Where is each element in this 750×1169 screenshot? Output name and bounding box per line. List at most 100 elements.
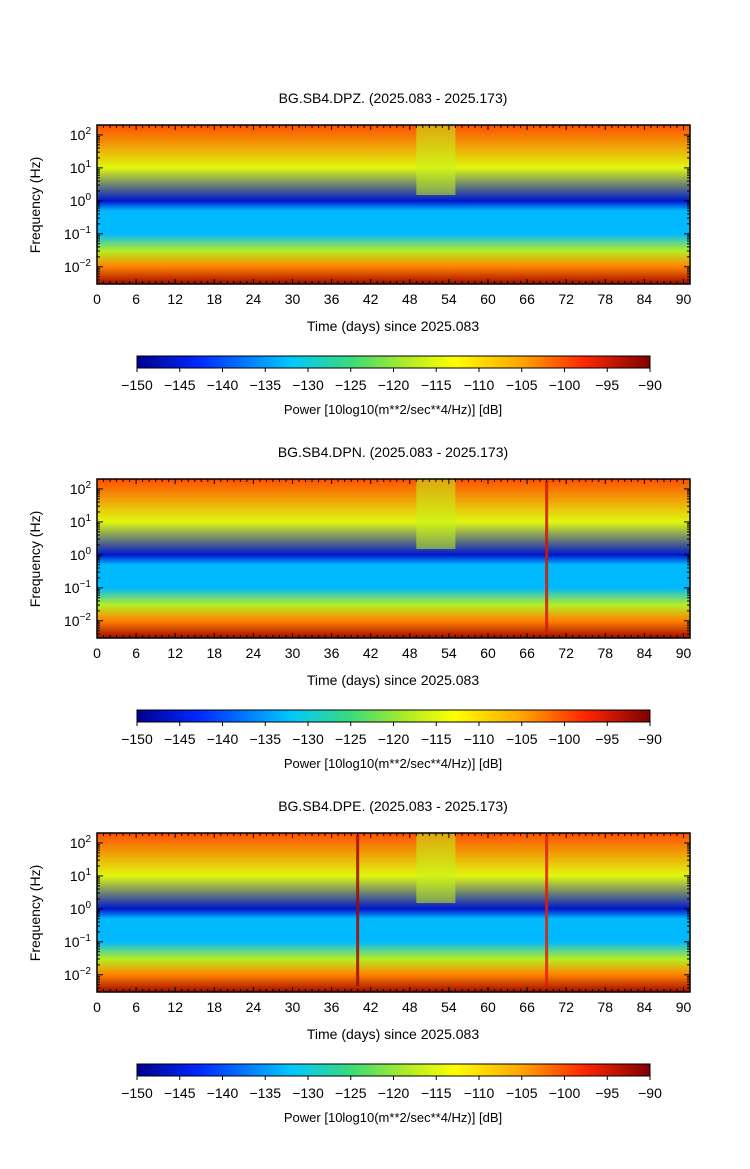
x-axis: 0 6 12 18 24 30 36 42 48 54 60 66 72 78 84 90 — [93, 833, 691, 1015]
y-axis-label: Frequency (Hz) — [27, 865, 43, 961]
x-tick-label: 60 — [480, 645, 496, 661]
panel-title: BG.SB4.DPZ. (2025.083 - 2025.173) — [279, 90, 508, 106]
y-tick-label: 101 — [70, 867, 92, 884]
x-tick-label: 0 — [93, 999, 101, 1015]
x-tick-label: 24 — [246, 291, 262, 307]
x-tick-label: 78 — [597, 999, 613, 1015]
x-tick-label: 72 — [558, 999, 574, 1015]
x-tick-label: 18 — [207, 645, 223, 661]
colorbar-tick-label: −125 — [335, 1085, 367, 1101]
x-tick-label: 0 — [93, 291, 101, 307]
x-tick-label: 24 — [246, 999, 262, 1015]
x-tick-label: 84 — [637, 999, 653, 1015]
x-tick-label: 90 — [676, 999, 692, 1015]
y-axis: 102 101 100 10−1 10−2 — [64, 478, 690, 639]
colorbar-tick-label: −95 — [595, 377, 619, 393]
y-tick-label: 10−1 — [64, 225, 91, 242]
y-tick-label: 10−1 — [64, 933, 91, 950]
x-tick-label: 18 — [207, 291, 223, 307]
colorbar-tick-label: −140 — [207, 731, 239, 747]
spectrogram-background — [97, 125, 690, 284]
x-tick-label: 72 — [558, 645, 574, 661]
x-axis-label: Time (days) since 2025.083 — [307, 318, 479, 334]
x-tick-label: 60 — [480, 291, 496, 307]
y-axis: 102 101 100 10−1 10−2 — [64, 124, 690, 285]
colorbar-scale — [136, 709, 651, 723]
colorbar-tick-label: −145 — [164, 731, 196, 747]
colorbar-scale — [136, 1063, 651, 1077]
x-tick-label: 78 — [597, 291, 613, 307]
x-tick-label: 48 — [402, 999, 418, 1015]
colorbar-tick-label: −95 — [595, 1085, 619, 1101]
colorbar-tick-label: −140 — [207, 377, 239, 393]
colorbar-tick-label: −130 — [292, 731, 324, 747]
colorbar-tick-label: −120 — [378, 1085, 410, 1101]
x-tick-label: 66 — [519, 291, 535, 307]
colorbar-tick-label: −150 — [121, 377, 153, 393]
colorbar-tick-label: −145 — [164, 1085, 196, 1101]
x-axis: 0 6 12 18 24 30 36 42 48 54 60 66 72 78 84 90 — [93, 479, 691, 661]
x-tick-label: 36 — [324, 999, 340, 1015]
y-tick-label: 100 — [70, 192, 92, 209]
x-tick-label: 78 — [597, 645, 613, 661]
x-tick-label: 60 — [480, 999, 496, 1015]
x-tick-label: 84 — [637, 645, 653, 661]
y-tick-label: 101 — [70, 159, 92, 176]
colorbar-tick-label: −140 — [207, 1085, 239, 1101]
x-tick-label: 30 — [285, 291, 301, 307]
colorbar-tick-label: −145 — [164, 377, 196, 393]
colorbar-tick-label: −105 — [506, 377, 538, 393]
colorbar-tick-label: −130 — [292, 377, 324, 393]
colorbar-tick-label: −110 — [464, 731, 495, 747]
y-tick-label: 100 — [70, 546, 92, 563]
x-tick-label: 54 — [441, 291, 457, 307]
x-tick-label: 36 — [324, 291, 340, 307]
x-tick-label: 6 — [132, 645, 140, 661]
spectrogram-background — [97, 833, 690, 992]
colorbar-label: Power [10log10(m**2/sec**4/Hz)] [dB] — [284, 756, 502, 771]
colorbar-tick-label: −90 — [638, 731, 662, 747]
colorbar-tick-label: −125 — [335, 731, 367, 747]
spectrogram-panel-dpe: BG.SB4.DPE. (2025.083 - 2025.173) 0 6 12 18… — [27, 798, 691, 1125]
x-tick-label: 54 — [441, 999, 457, 1015]
spectrogram-panel-dpn: BG.SB4.DPN. (2025.083 - 2025.173) 0 6 12 18… — [27, 444, 691, 771]
x-tick-label: 66 — [519, 999, 535, 1015]
x-tick-label: 54 — [441, 645, 457, 661]
x-axis-label: Time (days) since 2025.083 — [307, 672, 479, 688]
colorbar: −150 −145 −140 −135 −130 −125 −120 −115 −110 −105… — [121, 355, 662, 393]
x-tick-label: 72 — [558, 291, 574, 307]
colorbar-tick-label: −125 — [335, 377, 367, 393]
colorbar-scale — [136, 355, 651, 369]
y-tick-label: 102 — [70, 834, 92, 851]
data-gap-region — [416, 833, 456, 904]
colorbar-tick-label: −115 — [421, 731, 452, 747]
transient-streak — [545, 481, 549, 632]
transient-streak — [356, 835, 360, 986]
x-tick-label: 12 — [167, 645, 183, 661]
colorbar-label: Power [10log10(m**2/sec**4/Hz)] [dB] — [284, 1110, 502, 1125]
y-tick-label: 10−2 — [64, 612, 91, 629]
colorbar-tick-label: −120 — [378, 731, 410, 747]
x-tick-label: 42 — [363, 999, 379, 1015]
colorbar-tick-label: −105 — [506, 1085, 538, 1101]
spectrogram-panel-dpz: BG.SB4.DPZ. (2025.083 - 2025.173) 0 6 12 18… — [27, 90, 691, 417]
colorbar-tick-label: −150 — [121, 1085, 153, 1101]
colorbar-tick-label: −110 — [464, 1085, 495, 1101]
colorbar-tick-label: −105 — [506, 731, 538, 747]
colorbar-tick-label: −100 — [549, 1085, 581, 1101]
spectrogram-background — [97, 479, 690, 638]
x-tick-label: 36 — [324, 645, 340, 661]
y-axis-label: Frequency (Hz) — [27, 157, 43, 253]
x-tick-label: 90 — [676, 645, 692, 661]
colorbar-tick-label: −90 — [638, 1085, 662, 1101]
x-tick-label: 6 — [132, 291, 140, 307]
y-tick-label: 100 — [70, 900, 92, 917]
colorbar-tick-label: −130 — [292, 1085, 324, 1101]
colorbar-tick-label: −100 — [549, 377, 581, 393]
colorbar-tick-label: −110 — [464, 377, 495, 393]
y-tick-label: 10−1 — [64, 579, 91, 596]
x-tick-label: 18 — [207, 999, 223, 1015]
colorbar-tick-label: −100 — [549, 731, 581, 747]
colorbar: −150 −145 −140 −135 −130 −125 −120 −115 −110 −105… — [121, 709, 662, 747]
x-tick-label: 24 — [246, 645, 262, 661]
